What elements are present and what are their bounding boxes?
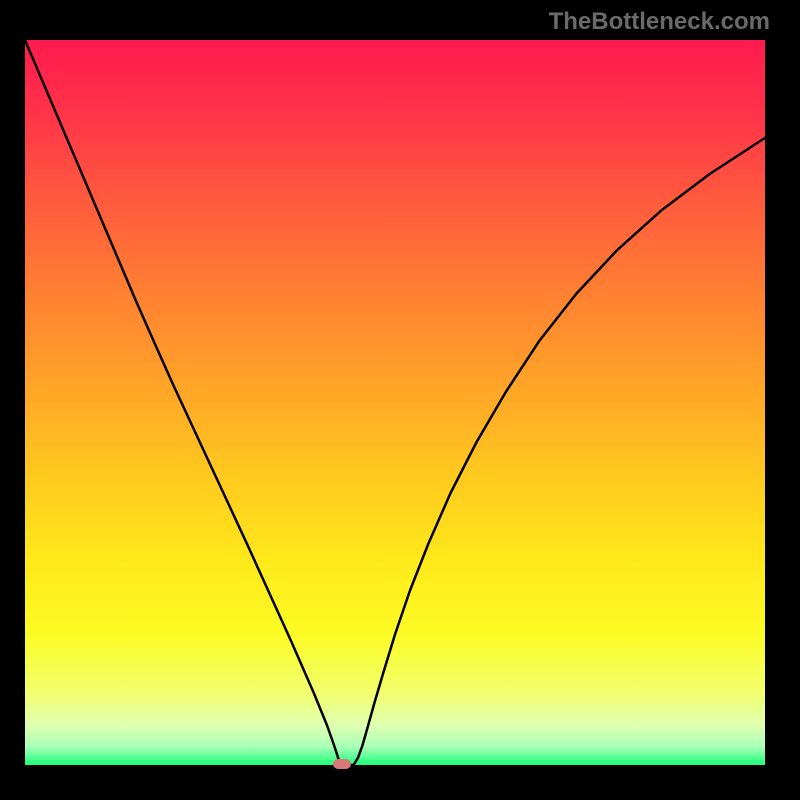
chart-frame: TheBottleneck.com <box>0 0 800 800</box>
minimum-marker <box>333 759 351 769</box>
watermark-text: TheBottleneck.com <box>549 8 770 36</box>
bottleneck-curve <box>25 40 765 765</box>
plot-area <box>25 40 765 765</box>
